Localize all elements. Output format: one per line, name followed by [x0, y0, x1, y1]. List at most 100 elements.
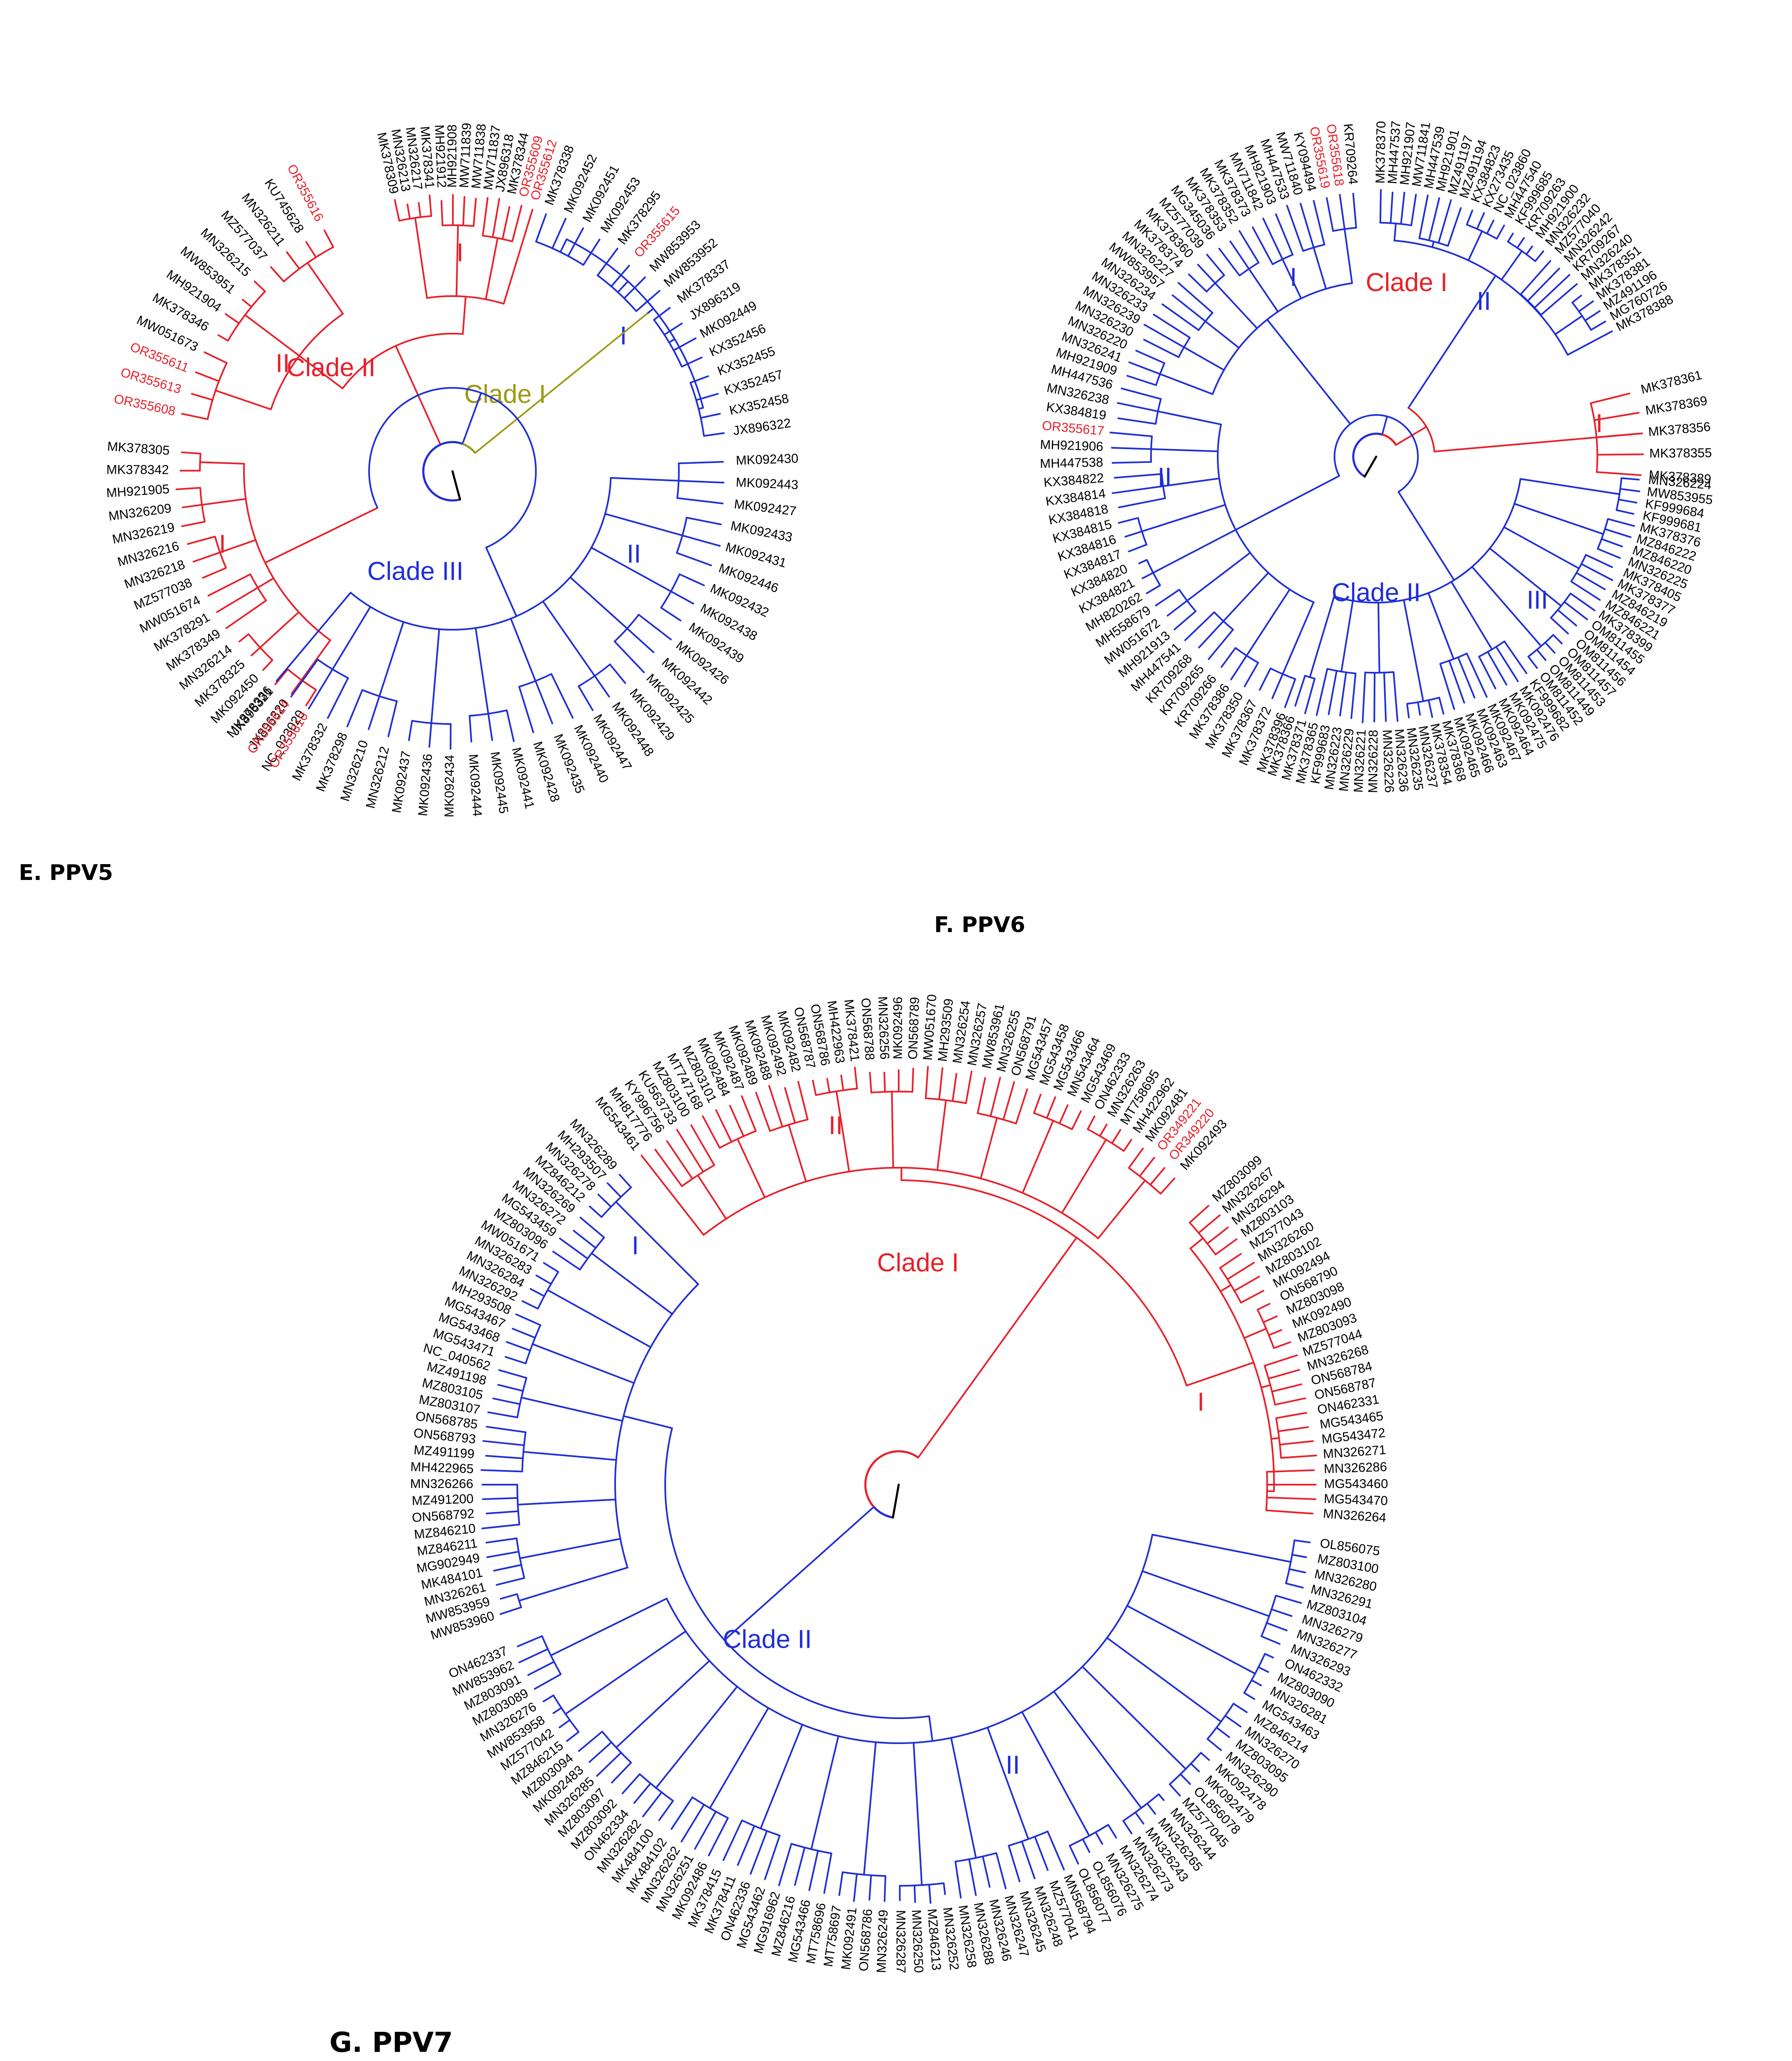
internal-branch	[986, 1727, 1003, 1767]
terminal-branch	[481, 1523, 520, 1529]
terminal-branch	[578, 1731, 603, 1752]
cluster-branch	[414, 217, 424, 271]
terminal-branch	[778, 1843, 792, 1886]
cluster-branch	[1113, 1179, 1146, 1219]
terminal-branch	[681, 534, 721, 547]
cluster-branch	[631, 520, 684, 536]
terminal-branch	[290, 659, 319, 698]
subclade-stem	[298, 355, 344, 390]
terminal-branch	[1571, 294, 1582, 304]
terminal-branch	[1122, 1820, 1133, 1835]
terminal-branch	[1111, 447, 1152, 450]
terminal-branch	[552, 1707, 563, 1714]
terminal-branch	[1304, 678, 1316, 714]
leaf-label: MK378369	[1644, 393, 1709, 418]
terminal-branch	[1141, 572, 1154, 579]
terminal-branch	[1190, 1762, 1200, 1772]
leaf-label: OR355608	[113, 391, 177, 418]
internal-branch	[1294, 284, 1302, 299]
terminal-branch	[1146, 584, 1161, 594]
leaf-label: MN326287	[894, 1910, 908, 1973]
terminal-branch	[1071, 1110, 1082, 1130]
terminal-branch	[485, 1537, 518, 1543]
terminal-branch	[621, 1773, 641, 1795]
terminal-branch	[1260, 1635, 1281, 1645]
terminal-branch	[853, 1873, 858, 1902]
cluster-branch	[430, 661, 437, 724]
terminal-branch	[1123, 1139, 1132, 1152]
internal-branch	[1242, 312, 1258, 329]
leaf-label: MN326266	[410, 1476, 473, 1491]
terminal-branch	[1516, 237, 1525, 249]
terminal-branch	[943, 1882, 946, 1895]
internal-branch	[1274, 588, 1291, 613]
subclade-label: II	[1005, 1751, 1020, 1779]
cluster-branch	[736, 1138, 756, 1178]
terminal-branch	[1095, 1831, 1103, 1845]
terminal-branch	[794, 1847, 806, 1886]
terminal-branch	[1224, 1715, 1242, 1728]
internal-branch	[1151, 1533, 1202, 1545]
terminal-branch	[715, 1109, 733, 1143]
cluster-branch	[1508, 250, 1523, 271]
cluster-branch	[589, 594, 628, 630]
internal-branch	[1500, 269, 1510, 281]
terminal-branch	[1288, 1568, 1306, 1573]
subclade-label: I	[1596, 409, 1603, 438]
terminal-branch	[1352, 193, 1357, 229]
internal-branch	[828, 1735, 839, 1777]
terminal-branch	[526, 209, 533, 229]
terminal-branch	[238, 633, 250, 643]
terminal-branch	[1267, 1369, 1300, 1380]
cluster-branch	[1152, 544, 1208, 574]
terminal-branch	[670, 591, 694, 605]
cluster-branch	[810, 1774, 830, 1850]
terminal-branch	[1275, 1412, 1307, 1419]
internal-branch	[676, 1660, 711, 1692]
leaf-label: MG543470	[1324, 1491, 1388, 1508]
cluster-branch	[283, 619, 328, 673]
subclade-stem	[623, 1415, 673, 1429]
terminal-branch	[594, 675, 610, 698]
clade-stem	[724, 1506, 875, 1641]
terminal-branch	[808, 1850, 819, 1891]
terminal-branch	[1174, 610, 1197, 631]
terminal-branch	[492, 1397, 521, 1405]
terminal-branch	[826, 1078, 831, 1093]
cluster-branch	[1223, 1284, 1232, 1290]
cluster-branch	[1032, 1120, 1054, 1169]
terminal-branch	[965, 1071, 973, 1104]
terminal-branch	[1618, 498, 1638, 504]
internal-branch	[1227, 552, 1251, 571]
terminal-branch	[690, 1124, 715, 1166]
terminal-branch	[1557, 609, 1577, 627]
cluster-branch	[1222, 589, 1254, 622]
terminal-branch	[187, 535, 216, 545]
terminal-branch	[1153, 314, 1191, 339]
cluster-branch	[1340, 624, 1350, 673]
internal-branch	[625, 1598, 668, 1619]
cluster-branch	[511, 227, 528, 279]
internal-branch	[1503, 526, 1531, 543]
terminal-branch	[868, 1874, 872, 1901]
terminal-branch	[1503, 640, 1528, 674]
cluster-branch	[633, 478, 680, 482]
terminal-branch	[854, 1066, 858, 1090]
terminal-branch	[1034, 1836, 1049, 1871]
cluster-branch	[332, 628, 358, 670]
internal-branch	[747, 1707, 769, 1744]
internal-branch	[598, 1368, 635, 1384]
terminal-branch	[251, 646, 261, 656]
terminal-branch	[1339, 194, 1346, 230]
terminal-branch	[517, 1635, 543, 1647]
cluster-branch	[214, 390, 253, 404]
terminal-branch	[225, 313, 240, 324]
leaf-label: MK378356	[1648, 419, 1711, 439]
internal-branch	[623, 280, 629, 286]
terminal-branch	[869, 1072, 872, 1093]
terminal-branch	[1227, 1262, 1255, 1280]
cluster-arc	[689, 382, 705, 436]
terminal-branch	[323, 229, 334, 248]
terminal-branch	[1155, 589, 1180, 606]
cluster-branch	[201, 500, 231, 506]
